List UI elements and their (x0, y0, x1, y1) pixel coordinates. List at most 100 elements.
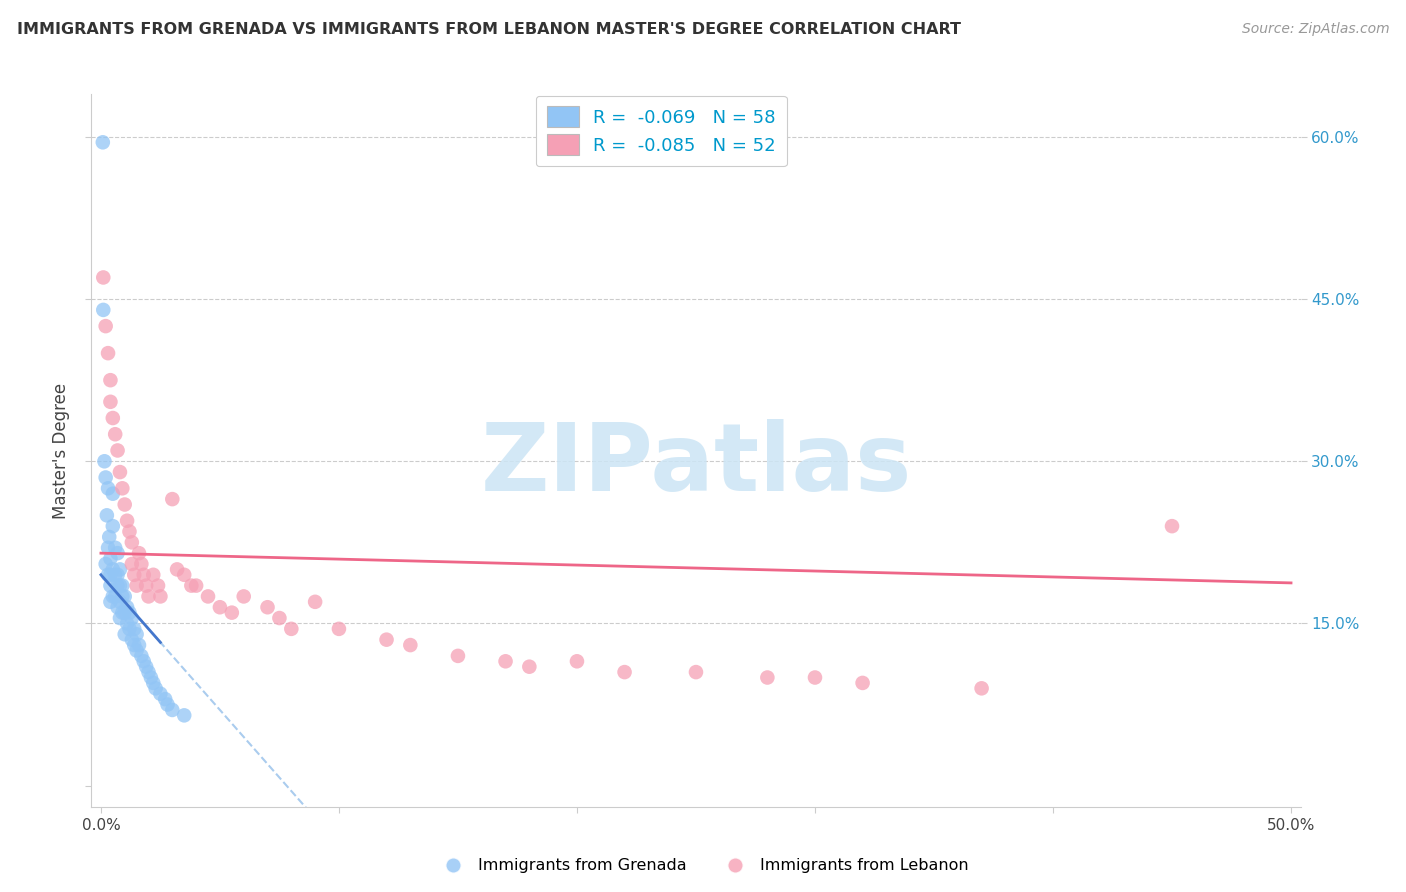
Point (145, 681, 167, 696)
Point (104, 590, 127, 604)
Point (101, 411, 124, 425)
Point (97, 481, 120, 495)
Point (375, 632, 398, 647)
Point (101, 562, 124, 576)
Point (118, 606, 141, 620)
Point (304, 595, 326, 609)
Point (180, 579, 202, 593)
Point (97, 541, 120, 555)
Point (94, 470, 117, 484)
Point (256, 600, 278, 615)
Point (138, 590, 160, 604)
Point (142, 676, 165, 690)
Point (108, 595, 131, 609)
Point (114, 590, 136, 604)
Point (128, 638, 150, 652)
Point (101, 590, 124, 604)
Point (104, 567, 127, 582)
Legend: Immigrants from Grenada, Immigrants from Lebanon: Immigrants from Grenada, Immigrants from… (430, 852, 976, 880)
Point (139, 671, 162, 685)
Point (128, 546, 150, 560)
Point (121, 535, 143, 549)
Point (138, 665, 160, 679)
Point (162, 703, 184, 717)
Point (107, 567, 129, 582)
Point (121, 557, 143, 571)
Point (100, 373, 122, 387)
Point (852, 676, 875, 690)
Point (173, 567, 195, 582)
Point (93, 454, 115, 468)
Point (131, 557, 153, 571)
Point (135, 659, 157, 673)
Point (104, 541, 127, 555)
Y-axis label: Master's Degree: Master's Degree (52, 383, 70, 518)
Point (146, 579, 169, 593)
Point (122, 622, 145, 636)
Point (269, 611, 291, 625)
Point (399, 638, 422, 652)
Point (149, 687, 172, 701)
Point (613, 665, 636, 679)
Point (804, 671, 827, 685)
Point (153, 692, 176, 706)
Point (104, 427, 127, 442)
Point (685, 665, 707, 679)
Point (970, 681, 993, 696)
Point (162, 492, 184, 507)
Point (121, 632, 143, 647)
Point (197, 590, 219, 604)
Point (91, 270, 114, 285)
Point (100, 551, 122, 566)
Point (115, 600, 138, 615)
Point (111, 590, 134, 604)
Point (115, 514, 138, 528)
Point (221, 606, 243, 620)
Point (97, 346, 120, 360)
Point (132, 654, 155, 668)
Point (91, 136, 114, 150)
Point (101, 519, 124, 533)
Point (100, 579, 122, 593)
Point (122, 567, 145, 582)
Point (107, 600, 129, 615)
Point (166, 562, 188, 576)
Point (125, 579, 148, 593)
Point (756, 671, 779, 685)
Point (122, 638, 145, 652)
Point (280, 622, 302, 636)
Point (100, 394, 122, 409)
Point (107, 546, 129, 560)
Point (107, 579, 129, 593)
Point (114, 498, 136, 512)
Point (135, 579, 157, 593)
Point (96, 508, 118, 523)
Point (1161, 519, 1184, 533)
Point (108, 579, 131, 593)
Point (208, 600, 231, 615)
Point (100, 567, 122, 582)
Point (125, 643, 148, 657)
Point (114, 627, 136, 641)
Text: Source: ZipAtlas.com: Source: ZipAtlas.com (1241, 22, 1389, 37)
Point (107, 443, 129, 458)
Point (328, 622, 350, 636)
Point (517, 659, 540, 673)
Point (94, 557, 117, 571)
Point (565, 654, 588, 668)
Point (100, 595, 122, 609)
Point (173, 708, 195, 723)
Point (121, 611, 143, 625)
Point (232, 590, 254, 604)
Point (131, 648, 153, 663)
Point (118, 524, 141, 539)
Legend: R =  -0.069   N = 58, R =  -0.085   N = 52: R = -0.069 N = 58, R = -0.085 N = 52 (536, 95, 787, 166)
Point (132, 567, 155, 582)
Point (94, 319, 117, 334)
Point (111, 481, 134, 495)
Point (97, 567, 120, 582)
Text: IMMIGRANTS FROM GRENADA VS IMMIGRANTS FROM LEBANON MASTER'S DEGREE CORRELATION C: IMMIGRANTS FROM GRENADA VS IMMIGRANTS FR… (17, 22, 960, 37)
Point (101, 486, 124, 500)
Point (495, 654, 517, 668)
Point (115, 616, 138, 631)
